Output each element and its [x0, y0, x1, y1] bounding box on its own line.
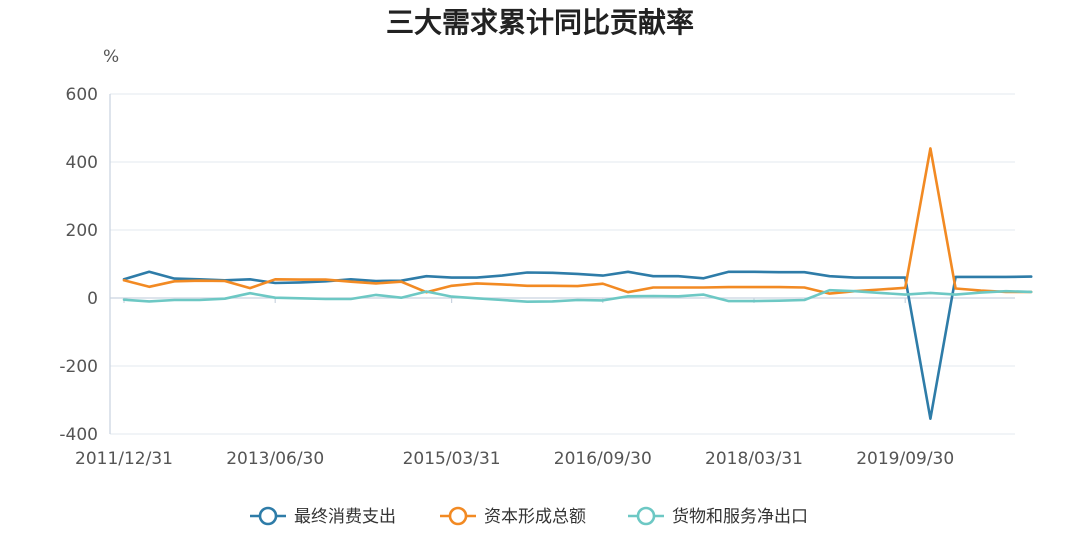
x-tick-label: 2013/06/30	[226, 449, 324, 469]
y-tick-label: 400	[66, 153, 98, 173]
series-lines	[122, 147, 1033, 421]
legend-item-2[interactable]: 资本形成总额	[440, 506, 586, 527]
x-tick-label: 2019/09/30	[856, 449, 954, 469]
legend-item-1[interactable]: 最终消费支出	[250, 506, 396, 527]
y-tick-label: -200	[59, 357, 98, 377]
y-axis-unit: %	[103, 47, 119, 67]
legend-marker-icon	[636, 506, 656, 526]
x-tick-label: 2011/12/31	[75, 449, 173, 469]
legend-item-3[interactable]: 货物和服务净出口	[628, 506, 808, 527]
series-line-2	[122, 147, 1033, 295]
y-tick-label: 600	[66, 85, 98, 105]
y-tick-label: 200	[66, 221, 98, 241]
axes	[109, 94, 1015, 434]
legend-label: 资本形成总额	[484, 507, 586, 527]
y-tick-label: -400	[59, 425, 98, 445]
y-tick-label: 0	[87, 289, 98, 309]
legend-label: 最终消费支出	[294, 507, 396, 527]
x-tick-label: 2016/09/30	[554, 449, 652, 469]
series-line-1	[122, 270, 1033, 421]
x-tick-label: 2018/03/31	[705, 449, 803, 469]
legend-label: 货物和服务净出口	[672, 507, 808, 527]
series-line-3	[122, 288, 1033, 304]
y-tick-labels: 600 400 200 0 -200 -400	[59, 85, 98, 445]
x-tick-label: 2015/03/31	[403, 449, 501, 469]
x-tick-labels: 2011/12/31 2013/06/30 2015/03/31 2016/09/30…	[75, 449, 954, 469]
legend[interactable]: 最终消费支出 资本形成总额 货物和服务净出口	[250, 506, 808, 527]
grid-lines	[110, 93, 1015, 435]
chart-title: 三大需求累计同比贡献率	[386, 6, 694, 39]
legend-marker-icon	[258, 506, 278, 526]
legend-marker-icon	[448, 506, 468, 526]
